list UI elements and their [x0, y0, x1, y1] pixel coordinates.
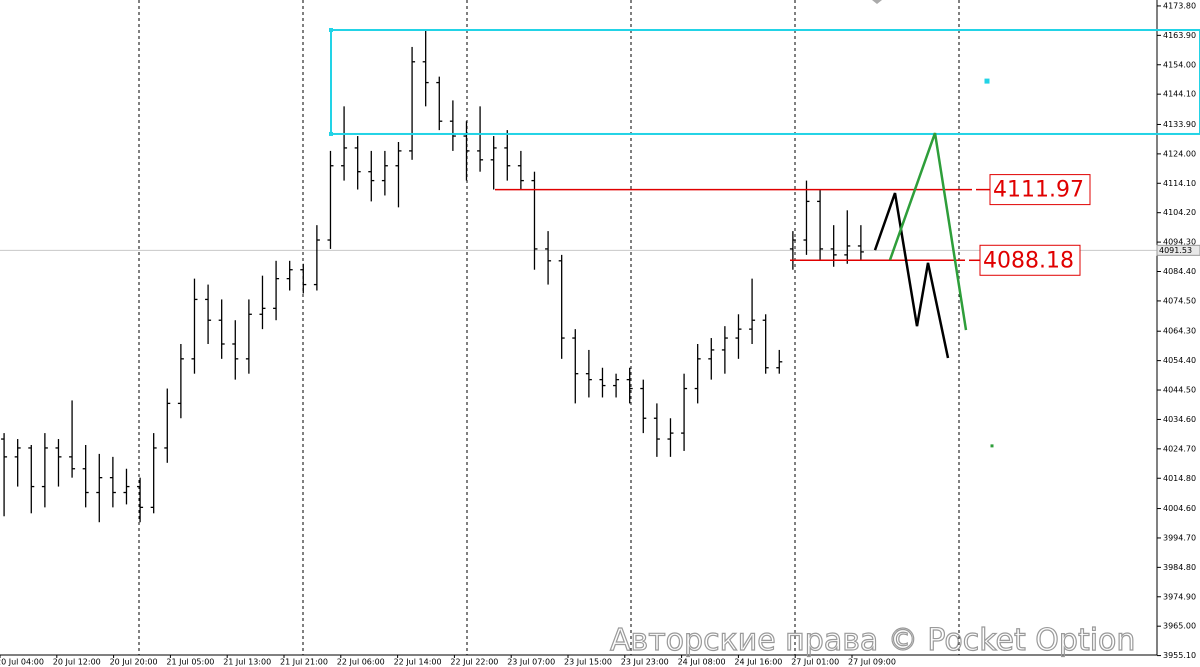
x-tick-label: 22 Jul 14:00 [394, 658, 442, 667]
zone [330, 29, 1200, 135]
level-label: 4111.97 [993, 178, 1084, 203]
zone-handle [329, 28, 333, 33]
x-tick-label: 22 Jul 06:00 [337, 658, 385, 667]
y-tick-label: 4104.20 [1163, 208, 1196, 217]
y-tick-label: 3965.00 [1163, 622, 1196, 631]
y-tick-label: 4054.40 [1163, 356, 1196, 365]
y-tick-label: 4144.10 [1163, 90, 1196, 99]
y-tick-label: 4044.50 [1163, 386, 1196, 395]
x-tick-label: 23 Jul 23:00 [621, 658, 669, 667]
y-tick-label: 3955.10 [1163, 651, 1196, 660]
y-tick-label: 4064.30 [1163, 327, 1196, 336]
y-tick-label: 4084.40 [1163, 267, 1196, 276]
y-tick-label: 4154.00 [1163, 60, 1196, 69]
y-tick-label: 4173.80 [1163, 1, 1196, 10]
x-tick-label: 23 Jul 15:00 [564, 658, 612, 667]
current-price-label: 4091.53 [1159, 246, 1192, 255]
x-tick-label: 23 Jul 07:00 [507, 658, 555, 667]
forecast-path [873, 192, 950, 359]
y-tick-label: 4124.00 [1163, 149, 1196, 158]
x-tick-label: 20 Jul 20:00 [110, 658, 158, 667]
bars [1, 29, 864, 523]
y-tick-label: 4024.70 [1163, 444, 1196, 453]
y-tick-label: 3994.70 [1163, 533, 1196, 542]
x-tick-label: 21 Jul 05:00 [166, 658, 214, 667]
day-separators [138, 0, 960, 655]
y-tick-label: 4074.50 [1163, 296, 1196, 305]
forecast-path [888, 132, 968, 331]
level-box [979, 244, 1081, 276]
y-tick-label: 4114.10 [1163, 179, 1196, 188]
y-tick-label: 3984.80 [1163, 563, 1196, 572]
marker [990, 444, 994, 448]
x-tick-label: 21 Jul 13:00 [223, 658, 271, 667]
shift-marker [872, 0, 882, 4]
x-tick-label: 20 Jul 04:00 [0, 658, 44, 667]
marker [984, 78, 990, 84]
y-tick-label: 4133.90 [1163, 120, 1196, 129]
x-tick-label: 20 Jul 12:00 [53, 658, 101, 667]
watermark: Авторские права © Pocket Option [610, 623, 1135, 658]
level-label: 4088.18 [983, 248, 1074, 273]
x-tick-label: 22 Jul 22:00 [450, 658, 498, 667]
y-tick-label: 3974.90 [1163, 592, 1196, 601]
x-tick-label: 24 Jul 16:00 [734, 658, 782, 667]
level-box [989, 174, 1091, 206]
x-tick-label: 27 Jul 09:00 [848, 658, 896, 667]
y-tick-label: 4163.90 [1163, 31, 1196, 40]
x-tick-label: 27 Jul 01:00 [791, 658, 839, 667]
x-tick-label: 24 Jul 08:00 [678, 658, 726, 667]
x-tick-label: 21 Jul 21:00 [280, 658, 328, 667]
y-tick-label: 4034.60 [1163, 415, 1196, 424]
y-tick-label: 4094.30 [1163, 238, 1196, 247]
current-price-box [1156, 244, 1200, 256]
y-tick-label: 4004.60 [1163, 504, 1196, 513]
y-tick-label: 4014.80 [1163, 474, 1196, 483]
zone-handle [329, 131, 333, 136]
